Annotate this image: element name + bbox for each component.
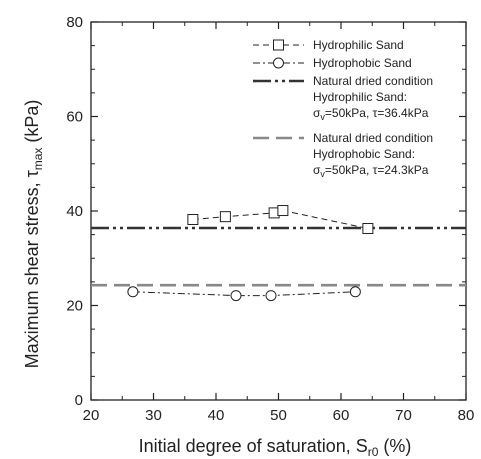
x-tick-label: 60 xyxy=(333,407,350,424)
x-axis-title-unit: (%) xyxy=(378,436,411,456)
series-markers xyxy=(127,205,374,302)
x-axis-title: Initial degree of saturation, Sr0 (%) xyxy=(139,436,412,459)
series-lines xyxy=(132,210,368,297)
y-tick-label: 20 xyxy=(66,298,83,315)
legend-label: Hydrophilic Sand xyxy=(313,38,404,52)
data-point-square xyxy=(277,205,289,217)
x-tick-label: 80 xyxy=(458,407,475,424)
plot-axes xyxy=(90,21,467,401)
series-line xyxy=(132,291,356,297)
data-point-square xyxy=(362,222,374,234)
x-tick-label: 40 xyxy=(208,407,225,424)
x-tick-label: 30 xyxy=(145,407,162,424)
legend-ref-label-line1: Natural dried condition xyxy=(313,131,433,145)
y-axis-title: Maximum shear stress, τmax (kPa) xyxy=(22,100,45,369)
y-axis-title-unit: (kPa) xyxy=(22,100,42,148)
x-axis-title-main: Initial degree of saturation, S xyxy=(139,436,368,456)
data-point-square xyxy=(219,211,231,223)
x-tick-label: 50 xyxy=(270,407,287,424)
y-tick-label: 0 xyxy=(75,392,83,409)
y-axis-title-sub: max xyxy=(31,148,45,171)
x-tick-label: 20 xyxy=(83,407,100,424)
data-point-square xyxy=(187,214,199,226)
data-point-circle xyxy=(265,290,277,302)
y-tick-label: 80 xyxy=(66,14,83,31)
data-point-circle xyxy=(349,286,361,298)
legend-ref-label-line2: Hydrophilic Sand: xyxy=(313,90,407,104)
legend-ref-label-line2: Hydrophobic Sand: xyxy=(313,147,415,161)
data-point-circle xyxy=(127,286,139,298)
legend-ref-label-line3: σv=50kPa, τ=36.4kPa xyxy=(313,106,429,122)
legend-label: Hydrophobic Sand xyxy=(313,56,412,70)
y-tick-label: 60 xyxy=(66,109,83,126)
legend-ref-label-line1: Natural dried condition xyxy=(313,74,433,88)
y-tick-label: 40 xyxy=(66,203,83,220)
y-axis-title-main: Maximum shear stress, τ xyxy=(22,170,42,368)
x-tick-label: 70 xyxy=(395,407,412,424)
legend-ref-label-line3: σv=50kPa, τ=24.3kPa xyxy=(313,163,429,179)
legend: Hydrophilic Sand Hydrophobic Sand Natural … xyxy=(253,38,433,179)
data-point-circle xyxy=(230,290,242,302)
legend-marker-circle xyxy=(273,57,284,69)
reference-lines xyxy=(91,226,466,287)
x-axis-title-sub: r0 xyxy=(368,445,379,459)
legend-marker-square xyxy=(273,39,284,51)
